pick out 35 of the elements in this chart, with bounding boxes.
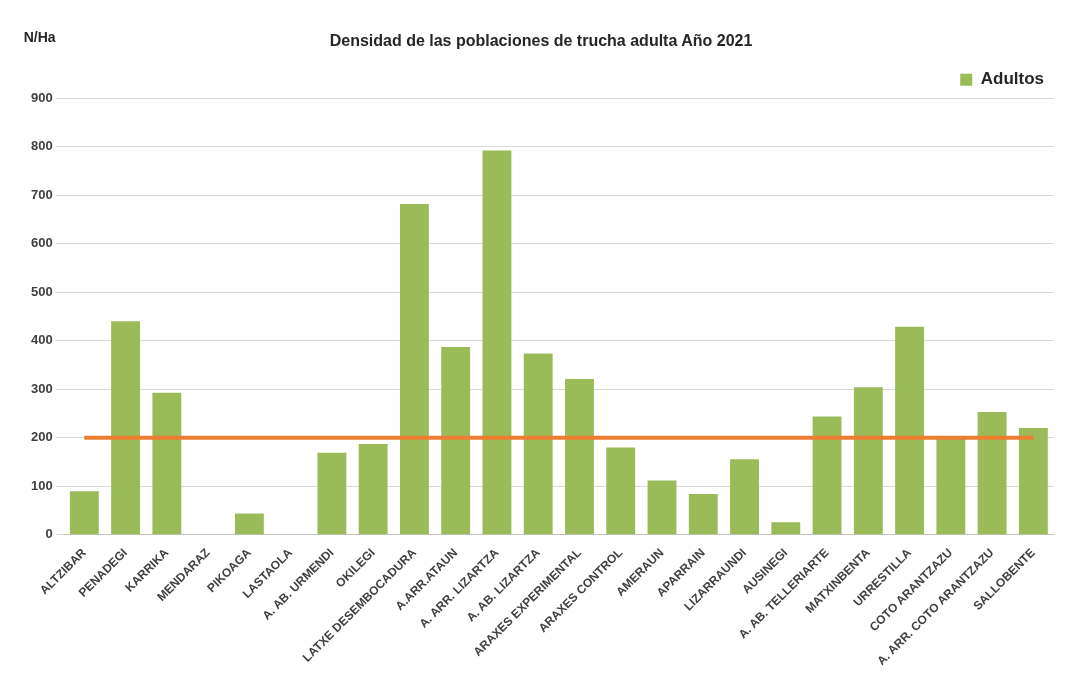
- y-tick-label: 500: [30, 283, 53, 299]
- bar: [234, 513, 264, 535]
- bar: [606, 447, 636, 535]
- y-tick-label: 600: [30, 235, 53, 251]
- y-tick-label: 800: [30, 138, 53, 154]
- bar: [523, 353, 553, 535]
- bar: [647, 480, 677, 535]
- bar: [853, 387, 883, 535]
- bar: [812, 416, 842, 535]
- bar: [936, 437, 966, 535]
- bar: [1018, 428, 1048, 535]
- bar: [317, 452, 347, 535]
- bar: [441, 347, 471, 535]
- legend-label: Adultos: [980, 69, 1045, 89]
- bar: [730, 459, 759, 535]
- bar: [152, 392, 182, 535]
- bar: [399, 203, 429, 535]
- bar: [771, 522, 801, 535]
- bar: [688, 494, 718, 535]
- y-tick-label: 400: [30, 332, 53, 348]
- y-tick-label: 900: [30, 89, 53, 105]
- bar: [565, 379, 594, 535]
- bar: [358, 444, 388, 535]
- y-tick-label: 300: [30, 380, 53, 396]
- bar: [111, 321, 141, 535]
- bar: [895, 326, 925, 535]
- y-axis-title: N/Ha: [23, 28, 56, 45]
- y-tick-label: 100: [30, 477, 53, 493]
- chart-title: Densidad de las poblaciones de trucha adulta Año 2021: [329, 32, 753, 50]
- bar: [69, 491, 99, 535]
- bar: [977, 412, 1007, 535]
- bar: [482, 150, 512, 535]
- y-tick-label: 700: [30, 186, 53, 202]
- y-tick-label: 200: [30, 429, 53, 445]
- y-tick-label: 0: [45, 526, 53, 542]
